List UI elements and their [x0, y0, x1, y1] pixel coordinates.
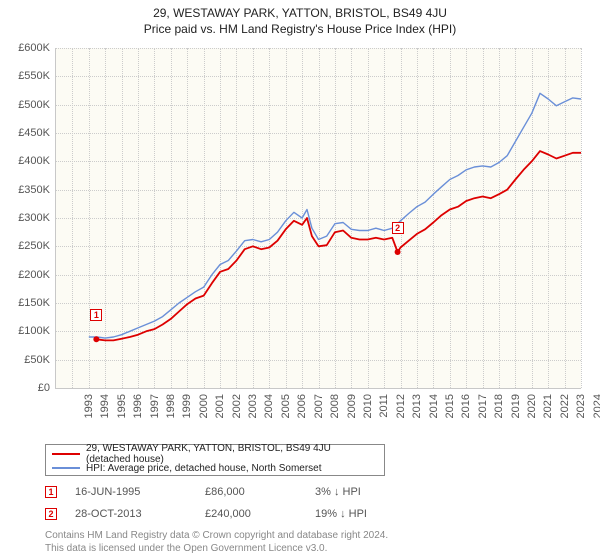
transaction-date: 28-OCT-2013	[75, 508, 205, 520]
plot-area: 12	[55, 48, 581, 389]
x-tick-label: 2001	[214, 394, 226, 424]
x-tick-label: 2024	[592, 394, 600, 424]
y-tick-label: £100K	[10, 325, 50, 337]
y-tick-label: £50K	[10, 354, 50, 366]
x-tick-label: 2016	[460, 394, 472, 424]
transaction-marker-2: 2	[45, 508, 57, 520]
x-tick-label: 2012	[395, 394, 407, 424]
chart-title-subtitle: Price paid vs. HM Land Registry's House …	[0, 22, 600, 36]
y-tick-label: £500K	[10, 99, 50, 111]
x-tick-label: 1998	[165, 394, 177, 424]
sale-marker-1: 1	[90, 309, 102, 321]
x-tick-label: 2013	[411, 394, 423, 424]
x-tick-label: 1994	[99, 394, 111, 424]
x-tick-label: 2002	[231, 394, 243, 424]
attribution-footer: Contains HM Land Registry data © Crown c…	[45, 530, 388, 555]
x-tick-label: 2003	[247, 394, 259, 424]
legend-swatch-price_paid	[52, 453, 80, 455]
x-tick-label: 2017	[477, 394, 489, 424]
transaction-delta-vs-hpi: 19% ↓ HPI	[315, 508, 425, 520]
x-tick-label: 2015	[444, 394, 456, 424]
x-tick-label: 2006	[296, 394, 308, 424]
chart-title-address: 29, WESTAWAY PARK, YATTON, BRISTOL, BS49…	[0, 6, 600, 20]
legend-box: 29, WESTAWAY PARK, YATTON, BRISTOL, BS49…	[45, 444, 385, 476]
transaction-price: £240,000	[205, 508, 315, 520]
x-tick-label: 1993	[83, 394, 95, 424]
chart-root: { "title": { "line1": "29, WESTAWAY PARK…	[0, 0, 600, 560]
x-tick-label: 2019	[510, 394, 522, 424]
y-tick-label: £300K	[10, 212, 50, 224]
x-tick-label: 2022	[559, 394, 571, 424]
x-tick-label: 2020	[526, 394, 538, 424]
x-tick-label: 2008	[329, 394, 341, 424]
x-tick-label: 1995	[116, 394, 128, 424]
legend-row-price_paid: 29, WESTAWAY PARK, YATTON, BRISTOL, BS49…	[52, 447, 378, 461]
x-tick-label: 2009	[346, 394, 358, 424]
sale-point-1	[93, 336, 99, 342]
transaction-price: £86,000	[205, 486, 315, 498]
x-tick-label: 2010	[362, 394, 374, 424]
x-tick-label: 2004	[263, 394, 275, 424]
footer-line-1: Contains HM Land Registry data © Crown c…	[45, 530, 388, 543]
y-tick-label: £400K	[10, 155, 50, 167]
y-tick-label: £600K	[10, 42, 50, 54]
y-tick-label: £250K	[10, 240, 50, 252]
x-tick-label: 2000	[198, 394, 210, 424]
sale-marker-2: 2	[392, 222, 404, 234]
x-tick-label: 2023	[575, 394, 587, 424]
y-tick-label: £150K	[10, 297, 50, 309]
x-tick-label: 2021	[542, 394, 554, 424]
y-tick-label: £450K	[10, 127, 50, 139]
transaction-row-2: 2 28-OCT-2013£240,00019% ↓ HPI	[45, 508, 425, 520]
transaction-date: 16-JUN-1995	[75, 486, 205, 498]
y-tick-label: £200K	[10, 269, 50, 281]
sale-point-2	[395, 249, 401, 255]
x-tick-label: 2011	[378, 394, 390, 424]
transaction-delta-vs-hpi: 3% ↓ HPI	[315, 486, 425, 498]
x-tick-label: 1997	[149, 394, 161, 424]
y-tick-label: £0	[10, 382, 50, 394]
x-tick-label: 1999	[181, 394, 193, 424]
legend-swatch-hpi	[52, 467, 80, 469]
x-tick-label: 2014	[428, 394, 440, 424]
x-tick-label: 2018	[493, 394, 505, 424]
footer-line-2: This data is licensed under the Open Gov…	[45, 543, 388, 556]
transaction-row-1: 1 16-JUN-1995£86,0003% ↓ HPI	[45, 486, 425, 498]
series-svg	[56, 48, 581, 388]
y-tick-label: £350K	[10, 184, 50, 196]
transaction-marker-1: 1	[45, 486, 57, 498]
legend-label-hpi: HPI: Average price, detached house, Nort…	[86, 463, 322, 474]
x-tick-label: 2007	[313, 394, 325, 424]
series-line-hpi	[89, 93, 581, 338]
x-tick-label: 1996	[132, 394, 144, 424]
x-tick-label: 2005	[280, 394, 292, 424]
y-tick-label: £550K	[10, 70, 50, 82]
gridline-vertical	[581, 48, 582, 388]
